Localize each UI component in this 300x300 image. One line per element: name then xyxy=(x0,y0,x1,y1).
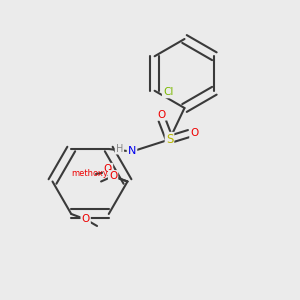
Text: S: S xyxy=(166,133,173,146)
Text: O: O xyxy=(104,164,112,174)
Text: O: O xyxy=(190,128,199,139)
Text: methoxy1: methoxy1 xyxy=(71,169,113,178)
Text: O: O xyxy=(109,171,117,181)
Text: N: N xyxy=(128,146,136,157)
Text: Cl: Cl xyxy=(163,87,173,97)
Text: O: O xyxy=(82,214,90,224)
Text: H: H xyxy=(116,143,123,154)
Text: O: O xyxy=(158,110,166,120)
